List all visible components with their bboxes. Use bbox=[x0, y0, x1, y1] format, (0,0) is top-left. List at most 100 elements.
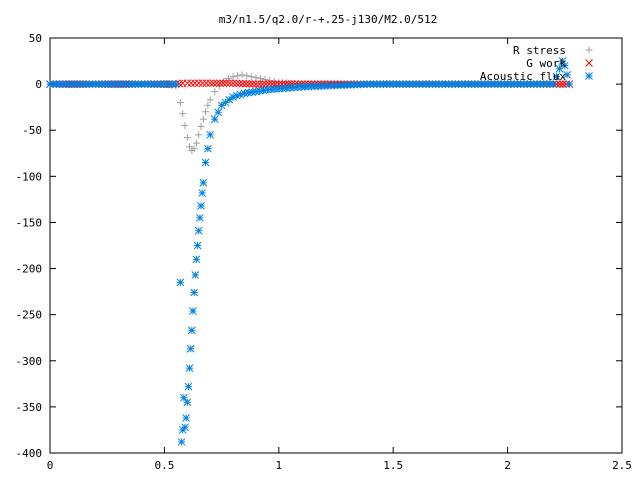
data-point bbox=[206, 130, 215, 139]
data-point bbox=[209, 79, 218, 88]
data-point bbox=[194, 79, 203, 88]
data-point bbox=[184, 382, 193, 391]
data-point bbox=[225, 95, 234, 104]
data-point bbox=[225, 79, 234, 88]
legend-label: Acoustic flux bbox=[480, 70, 566, 83]
legend-marker bbox=[585, 46, 593, 54]
data-point bbox=[204, 101, 212, 109]
x-tick-label: 0.5 bbox=[154, 459, 174, 472]
data-point bbox=[88, 80, 97, 88]
data-point bbox=[317, 82, 326, 90]
data-point bbox=[477, 80, 486, 88]
data-point bbox=[234, 72, 242, 80]
data-point bbox=[197, 123, 205, 131]
data-point bbox=[294, 83, 302, 92]
plot-frame bbox=[49, 37, 623, 454]
data-point bbox=[212, 79, 221, 88]
data-point bbox=[206, 96, 214, 104]
data-point bbox=[247, 73, 255, 81]
data-point bbox=[248, 88, 256, 96]
data-point bbox=[181, 122, 189, 130]
data-point bbox=[181, 423, 189, 432]
data-point bbox=[198, 79, 207, 88]
data-point bbox=[199, 178, 208, 187]
data-point bbox=[168, 80, 176, 88]
y-tick-label: -350 bbox=[16, 401, 43, 414]
data-point bbox=[252, 74, 260, 82]
data-point bbox=[190, 288, 198, 297]
data-point bbox=[546, 80, 554, 88]
series-2 bbox=[46, 57, 574, 446]
data-point bbox=[271, 85, 279, 93]
plot-border bbox=[49, 37, 623, 454]
data-point bbox=[206, 79, 215, 88]
data-point bbox=[202, 79, 211, 88]
data-point bbox=[134, 80, 143, 88]
data-point bbox=[194, 226, 203, 235]
data-point bbox=[248, 80, 257, 88]
y-tick-label: 0 bbox=[35, 78, 42, 91]
data-point bbox=[191, 271, 200, 279]
data-point bbox=[259, 86, 268, 95]
data-point bbox=[219, 79, 228, 88]
y-tick-label: -250 bbox=[16, 309, 43, 322]
data-point bbox=[216, 79, 224, 88]
data-point bbox=[211, 87, 219, 95]
data-point bbox=[185, 364, 194, 373]
data-point bbox=[256, 75, 264, 83]
data-point bbox=[187, 79, 195, 88]
data-point bbox=[179, 110, 187, 118]
data-point bbox=[111, 80, 120, 88]
data-point bbox=[192, 139, 200, 147]
data-point bbox=[183, 79, 192, 88]
y-tick-label: 50 bbox=[29, 32, 42, 45]
data-point bbox=[195, 131, 203, 139]
y-tick-label: -150 bbox=[16, 216, 43, 229]
data-point bbox=[176, 99, 184, 107]
data-point bbox=[157, 80, 165, 88]
data-point bbox=[186, 143, 194, 151]
data-point bbox=[186, 344, 195, 353]
legend-label: G work bbox=[526, 57, 566, 70]
data-point bbox=[243, 72, 251, 80]
data-point bbox=[192, 255, 201, 264]
data-point bbox=[255, 80, 264, 88]
x-tick-label: 0 bbox=[47, 459, 54, 472]
data-point bbox=[252, 80, 260, 88]
data-point bbox=[202, 108, 210, 116]
data-point bbox=[229, 79, 237, 88]
data-point bbox=[565, 80, 574, 88]
data-point bbox=[222, 79, 231, 88]
data-point bbox=[188, 326, 196, 335]
data-point bbox=[238, 79, 247, 88]
chart-title: m3/n1.5/q2.0/r-+.25-j130/M2.0/512 bbox=[219, 13, 438, 26]
data-point bbox=[210, 115, 219, 124]
data-point bbox=[563, 71, 571, 79]
data-point bbox=[177, 438, 186, 446]
data-point bbox=[204, 144, 212, 153]
x-tick-label: 2.5 bbox=[612, 459, 632, 472]
legend-marker bbox=[585, 72, 593, 80]
data-point bbox=[235, 79, 244, 88]
data-point bbox=[191, 79, 199, 88]
data-point bbox=[559, 80, 567, 88]
data-point bbox=[198, 189, 207, 197]
y-tick-label: -50 bbox=[22, 124, 42, 137]
data-point bbox=[238, 71, 246, 79]
data-point bbox=[190, 145, 198, 153]
data-point bbox=[245, 79, 254, 88]
legend-label: R stress bbox=[513, 44, 566, 57]
data-point bbox=[229, 73, 237, 81]
x-tick-label: 1.5 bbox=[383, 459, 403, 472]
data-point bbox=[282, 84, 291, 92]
data-point bbox=[214, 108, 223, 117]
data-point bbox=[201, 158, 210, 167]
series-layer bbox=[46, 57, 574, 446]
x-tick-label: 2 bbox=[504, 459, 511, 472]
legend-marker bbox=[585, 59, 593, 67]
data-point bbox=[555, 80, 564, 88]
x-tick-label: 1 bbox=[275, 459, 282, 472]
data-point bbox=[232, 79, 241, 88]
